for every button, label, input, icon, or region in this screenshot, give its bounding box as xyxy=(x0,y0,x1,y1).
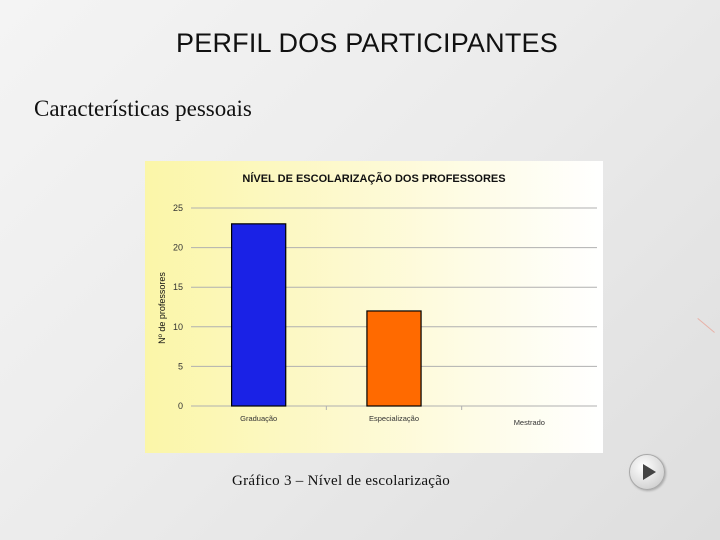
x-tick-label: Especialização xyxy=(369,414,419,423)
y-tick-label: 5 xyxy=(178,361,183,371)
y-tick-labels: 0 5 10 15 20 25 xyxy=(173,203,183,411)
slide-subtitle: Características pessoais xyxy=(34,96,252,121)
x-tick-labels: Graduação Especialização Mestrado xyxy=(240,406,545,427)
next-slide-button[interactable] xyxy=(629,454,665,490)
x-tick-label: Graduação xyxy=(240,414,277,423)
bar xyxy=(230,223,287,407)
y-tick-label: 0 xyxy=(178,401,183,411)
y-axis-label: Nº de professores xyxy=(157,272,167,344)
y-tick-label: 25 xyxy=(173,203,183,213)
bar xyxy=(366,310,422,407)
bar-chart-svg: NÍVEL DE ESCOLARIZAÇÃO DOS PROFESSORES N… xyxy=(157,172,597,427)
bars xyxy=(230,223,422,407)
y-tick-label: 10 xyxy=(173,322,183,332)
bar-chart: NÍVEL DE ESCOLARIZAÇÃO DOS PROFESSORES N… xyxy=(145,161,603,453)
play-triangle-icon xyxy=(643,464,656,480)
y-tick-label: 15 xyxy=(173,282,183,292)
slide-title: PERFIL DOS PARTICIPANTES xyxy=(176,28,558,58)
chart-caption: Gráfico 3 – Nível de escolarização xyxy=(232,473,451,489)
chart-title: NÍVEL DE ESCOLARIZAÇÃO DOS PROFESSORES xyxy=(242,172,505,185)
decorative-line xyxy=(697,318,715,333)
x-tick-label: Mestrado xyxy=(514,418,545,427)
y-tick-label: 20 xyxy=(173,243,183,253)
